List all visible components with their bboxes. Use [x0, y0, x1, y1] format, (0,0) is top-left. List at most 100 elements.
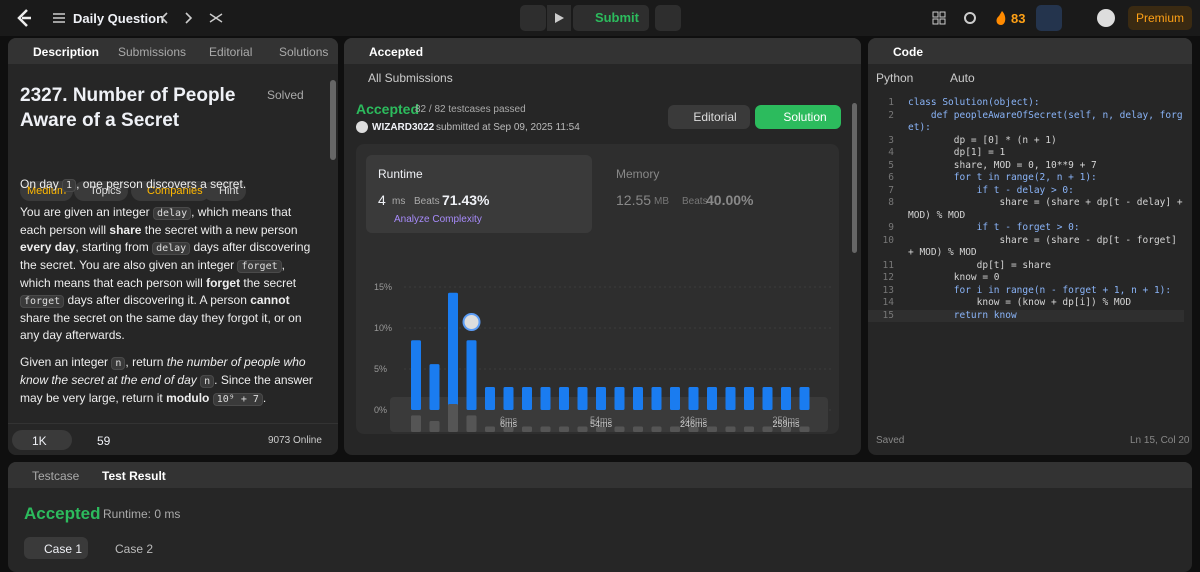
submitted-at: submitted at Sep 09, 2025 11:54 — [436, 122, 580, 133]
code-text: def peopleAwareOfSecret(self, n, delay, … — [908, 109, 1183, 134]
code-editor[interactable]: 1 class Solution(object): 2 def peopleAwar… — [868, 97, 1184, 322]
bar — [559, 387, 569, 410]
avatar[interactable] — [1097, 9, 1115, 27]
solution-button[interactable]: Solution — [755, 105, 841, 129]
daily-question[interactable]: Daily Question — [73, 11, 165, 26]
x-tick-label: 246ms — [680, 415, 708, 425]
result: Accepted — [356, 101, 420, 117]
text: , which means that each person will — [20, 258, 285, 290]
case-label[interactable]: Case 1 — [44, 542, 83, 556]
code-text: share = (share + dp[t - delay] + MOD) % … — [908, 197, 1189, 221]
tool-icons[interactable] — [930, 10, 1030, 26]
bar — [688, 387, 699, 410]
line-number: 5 — [888, 159, 894, 171]
panel-header: Code — [868, 38, 1192, 64]
text: , one person discovers a secret. — [76, 177, 247, 191]
line-number: 13 — [882, 284, 894, 296]
x-tick-label: 6ms — [500, 415, 518, 425]
problem-title[interactable]: 2327. Number of People Aware of a Secret — [20, 85, 236, 131]
analyze-link[interactable]: Analyze Complexity — [394, 214, 482, 225]
bar — [448, 292, 458, 410]
line-number: 3 — [888, 134, 894, 146]
text: days after discovering the secret. You a… — [20, 240, 311, 272]
text: cannot — [250, 293, 290, 307]
case-label[interactable]: Case 2 — [115, 542, 154, 556]
runtime-card[interactable]: Runtime 4 ms Beats 71.43% Analyze Comple… — [366, 155, 592, 233]
bar — [522, 387, 532, 410]
bar — [799, 387, 810, 410]
tag[interactable]: Hint — [203, 181, 246, 201]
case-tab[interactable] — [24, 537, 88, 559]
difficulty-tag[interactable]: Medium — [20, 181, 74, 201]
list-icon[interactable] — [53, 12, 65, 24]
tab[interactable]: Submissions — [118, 45, 187, 59]
comments[interactable]: 59 — [97, 434, 111, 448]
runtime-value: 4 — [378, 192, 386, 208]
panel-header: Accepted — [344, 38, 861, 64]
text: the secret — [240, 276, 297, 290]
saved-status: Saved — [876, 435, 905, 446]
memory-card[interactable]: Memory 12.55 MB Beats 40.00% — [604, 155, 830, 233]
overview-bar — [651, 426, 662, 432]
memory-label: Memory — [616, 167, 660, 181]
code-line: 8 share = (share + dp[t - delay] + MOD) … — [868, 197, 1184, 222]
tab[interactable]: Test Result — [102, 469, 166, 483]
username[interactable]: WIZARD3022 — [372, 122, 435, 133]
tag[interactable]: Topics — [74, 181, 129, 201]
code-text: for i in range(n - forget + 1, n + 1): — [908, 284, 1172, 296]
text: the number of people who know the secret… — [20, 355, 306, 387]
nav-icons[interactable] — [158, 10, 228, 26]
text: . Since the answer may be very large, re… — [20, 373, 313, 405]
code-text: dp = [0] * (n + 1) — [908, 134, 1057, 146]
memory-beats: 40.00% — [706, 192, 754, 208]
code-text: for t in range(2, n + 1): — [908, 172, 1097, 183]
debug-button[interactable] — [520, 5, 546, 31]
scrollbar[interactable] — [852, 103, 857, 253]
streak-count[interactable]: 83 — [1011, 11, 1026, 26]
premium-button[interactable]: Premium — [1128, 6, 1192, 30]
editorial-button[interactable]: Editorial — [668, 105, 750, 129]
code-text: share = (share - dp[t - forget] + MOD) %… — [908, 234, 1183, 259]
overview-bar — [485, 426, 495, 432]
submit-button[interactable]: Submit — [573, 5, 649, 31]
text: days after discovering it. A person — [64, 293, 251, 307]
line-number: 4 — [888, 147, 894, 158]
tab[interactable]: Description — [33, 45, 100, 59]
code-text: dp[t] = share — [908, 259, 1051, 271]
y-tick-label: 5% — [374, 364, 387, 374]
submission-panel: Accepted All Submissions Accepted 82 / 8… — [344, 38, 861, 455]
paragraph: You are given an integer delay, which me… — [20, 204, 315, 344]
like-button[interactable] — [12, 430, 72, 450]
likes[interactable]: 1K — [32, 434, 47, 448]
tab[interactable]: Accepted — [369, 45, 424, 59]
tab[interactable]: Code — [893, 45, 923, 59]
text: You are given an integer — [20, 205, 153, 219]
panel-header: Testcase Test Result — [8, 462, 1192, 488]
timer-button[interactable] — [1036, 5, 1062, 31]
tab[interactable]: Solutions — [279, 45, 329, 59]
scrollbar[interactable] — [330, 80, 336, 160]
tab[interactable]: Testcase — [32, 469, 80, 483]
y-tick-label: 10% — [374, 323, 392, 333]
run-button[interactable] — [547, 5, 571, 31]
tab[interactable]: Editorial — [209, 45, 253, 59]
code-line: 13 for i in range(n - forget + 1, n + 1)… — [868, 285, 1184, 298]
bar — [762, 387, 773, 410]
inline-code: 10⁹ + 7 — [212, 393, 263, 406]
language-select[interactable]: Python — [876, 71, 914, 85]
text: modulo — [166, 391, 210, 405]
note-button[interactable] — [655, 5, 681, 31]
inline-code: forget — [20, 295, 65, 308]
user-avatar — [356, 121, 368, 133]
mode[interactable]: Auto — [950, 71, 975, 85]
line-number: 7 — [888, 184, 894, 196]
tag[interactable]: Companies — [131, 181, 210, 201]
back-link[interactable]: All Submissions — [368, 71, 453, 85]
bar — [633, 387, 643, 410]
bar — [707, 387, 717, 410]
logo[interactable] — [15, 8, 35, 28]
runtime-beats: 71.43% — [442, 192, 490, 208]
bar — [596, 387, 606, 410]
overview-bar — [670, 426, 680, 432]
line-number: 9 — [888, 222, 894, 233]
